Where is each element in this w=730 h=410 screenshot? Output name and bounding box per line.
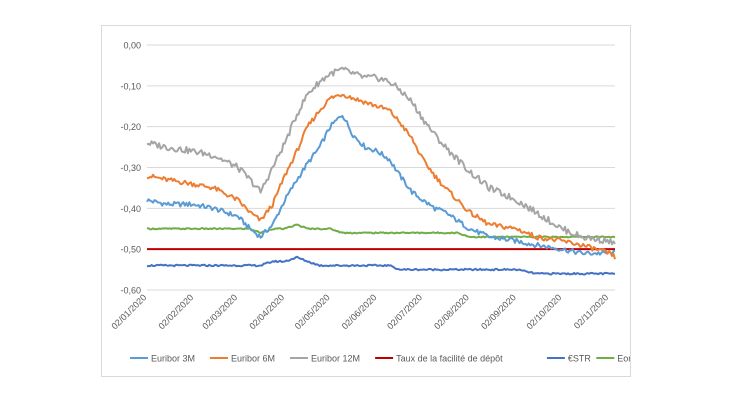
y-tick-label: 0,00 (123, 41, 141, 51)
y-tick-label: -0,10 (120, 81, 141, 91)
x-tick-label: 02/11/2020 (572, 292, 610, 330)
x-tick-label: 02/04/2020 (247, 292, 286, 331)
x-tick-label: 02/03/2020 (200, 292, 239, 331)
legend-label: Euribor 6M (231, 354, 275, 364)
x-tick-label: 02/06/2020 (340, 292, 379, 331)
y-tick-label: -0,30 (120, 163, 141, 173)
series-line-5 (146, 223, 616, 239)
y-axis-tick-labels: 0,00 -0,10 -0,20 -0,30 -0,40 -0,50 -0,60 (120, 41, 141, 296)
x-tick-label: 02/08/2020 (432, 292, 471, 331)
legend-label: Eonia (617, 354, 630, 364)
series-line-1 (146, 93, 616, 260)
series-line-0 (146, 114, 616, 257)
line-chart: 0,00 -0,10 -0,20 -0,30 -0,40 -0,50 -0,60 02/01… (109, 41, 640, 364)
legend-label: Euribor 12M (311, 354, 360, 364)
series-lines (146, 66, 616, 276)
legend-label: €STR (568, 354, 592, 364)
legend-label: Taux de la facilité de dépôt (396, 354, 503, 364)
chart-frame: 0,00 -0,10 -0,20 -0,30 -0,40 -0,50 -0,60 02/01… (101, 25, 640, 377)
legend-label: Euribor 3M (151, 354, 195, 364)
series-line-2 (146, 66, 616, 246)
series-line-4 (146, 255, 616, 276)
x-axis-tick-labels: 02/01/2020 02/02/2020 02/03/2020 02/04/2020… (109, 292, 610, 331)
y-tick-label: -0,60 (120, 286, 141, 296)
x-tick-label: 02/01/2020 (109, 292, 148, 331)
legend: Euribor 3M Euribor 6M Euribor 12M Taux de l… (130, 354, 640, 364)
gridlines (147, 44, 615, 291)
x-tick-label: 02/09/2020 (479, 292, 518, 331)
x-tick-label: 02/02/2020 (156, 292, 195, 331)
y-tick-label: -0,40 (120, 204, 141, 214)
y-tick-label: -0,50 (120, 245, 141, 255)
x-tick-label: 02/07/2020 (385, 292, 424, 331)
x-tick-label: 02/05/2020 (293, 292, 332, 331)
y-tick-label: -0,20 (120, 122, 141, 132)
x-tick-label: 02/10/2020 (524, 292, 563, 331)
